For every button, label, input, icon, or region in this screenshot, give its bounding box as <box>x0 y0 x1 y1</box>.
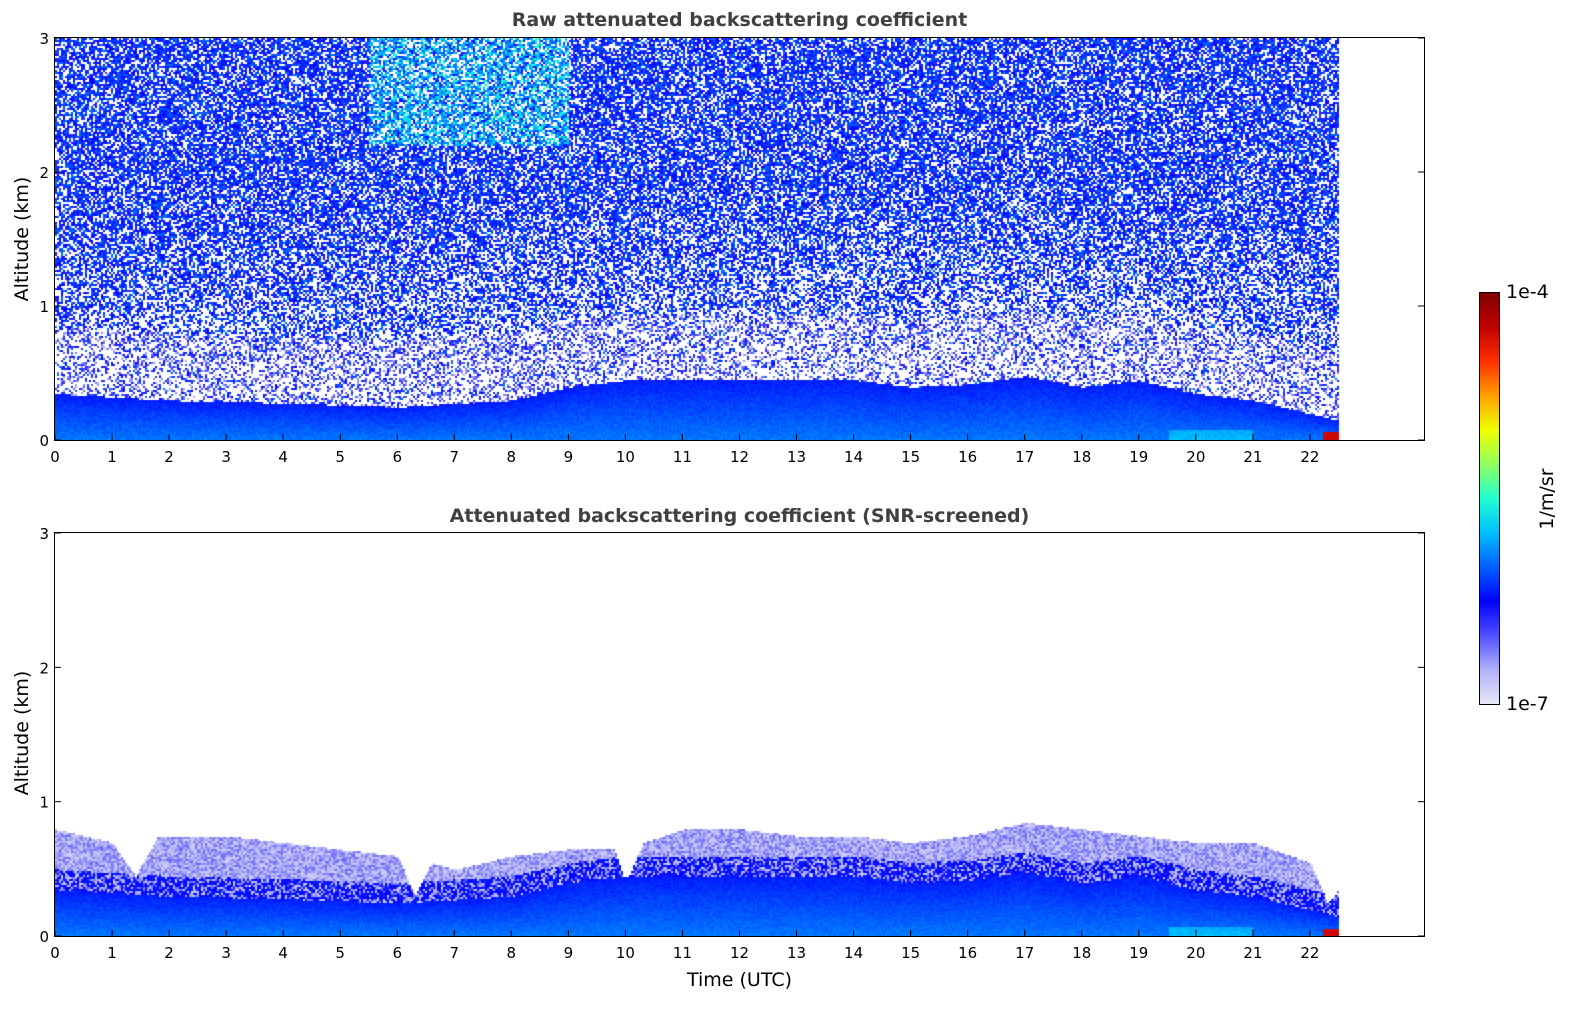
x-tick-label: 12 <box>730 448 749 466</box>
x-tick-label: 16 <box>958 944 977 962</box>
x-tick-label: 4 <box>278 944 288 962</box>
x-tick-label: 18 <box>1072 448 1091 466</box>
x-axis-label: Time (UTC) <box>686 969 793 991</box>
x-tick-label: 19 <box>1129 944 1148 962</box>
y-tick-label: 3 <box>39 30 49 48</box>
x-tick-label: 9 <box>564 944 574 962</box>
x-tick-label: 22 <box>1300 448 1319 466</box>
raw-backscatter-heatmap: 0 1 2 3 4 5 6 7 8 9 10 11 12 13 14 15 16 17 18 19 20 21 22 0 1 2 3 <box>39 30 1425 466</box>
x-tick-label: 11 <box>673 944 692 962</box>
bottom-y-axis-label: Altitude (km) <box>11 670 33 796</box>
x-tick-label: 21 <box>1243 944 1262 962</box>
x-tick-label: 8 <box>507 448 517 466</box>
x-tick-label: 3 <box>221 944 231 962</box>
x-tick-label: 12 <box>730 944 749 962</box>
x-tick-label: 20 <box>1186 448 1205 466</box>
top-y-axis-label: Altitude (km) <box>11 176 33 302</box>
bottom-panel-title: Attenuated backscattering coefficient (S… <box>449 505 1030 527</box>
x-tick-label: 7 <box>450 448 460 466</box>
x-tick-label: 0 <box>50 944 60 962</box>
x-tick-label: 19 <box>1129 448 1148 466</box>
x-tick-label: 17 <box>1015 944 1034 962</box>
top-panel-title: Raw attenuated backscattering coefficien… <box>511 9 968 31</box>
x-tick-label: 15 <box>901 448 920 466</box>
x-tick-label: 6 <box>392 944 402 962</box>
raw-heatmap-cells <box>55 38 1424 440</box>
y-tick-label: 2 <box>39 164 49 182</box>
x-tick-label: 5 <box>335 448 345 466</box>
y-tick-label: 0 <box>39 928 49 946</box>
x-tick-label: 2 <box>164 448 174 466</box>
x-tick-label: 17 <box>1015 448 1034 466</box>
screened-backscatter-heatmap: 0 1 2 3 4 5 6 7 8 9 10 11 12 13 14 15 16 17 18 19 20 21 22 0 1 2 3 <box>39 525 1425 962</box>
x-tick-label: 16 <box>958 448 977 466</box>
x-tick-label: 15 <box>901 944 920 962</box>
y-tick-label: 3 <box>39 525 49 543</box>
x-tick-label: 0 <box>50 448 60 466</box>
x-tick-label: 1 <box>107 448 117 466</box>
x-tick-label: 14 <box>844 944 863 962</box>
x-tick-label: 8 <box>507 944 517 962</box>
x-tick-label: 22 <box>1300 944 1319 962</box>
x-tick-label: 10 <box>616 448 635 466</box>
x-tick-label: 7 <box>450 944 460 962</box>
y-tick-label: 1 <box>39 794 49 812</box>
x-tick-label: 14 <box>844 448 863 466</box>
x-tick-label: 10 <box>616 944 635 962</box>
x-tick-label: 20 <box>1186 944 1205 962</box>
x-tick-label: 1 <box>107 944 117 962</box>
x-tick-label: 11 <box>673 448 692 466</box>
x-tick-label: 9 <box>564 448 574 466</box>
y-tick-label: 2 <box>39 659 49 677</box>
x-tick-label: 4 <box>278 448 288 466</box>
x-tick-label: 18 <box>1072 944 1091 962</box>
colorbar <box>1479 292 1500 705</box>
y-tick-label: 0 <box>39 432 49 450</box>
x-tick-label: 13 <box>787 448 806 466</box>
x-tick-label: 13 <box>787 944 806 962</box>
screened-heatmap-cells <box>55 533 1424 936</box>
colorbar-unit-label: 1/m/sr <box>1536 468 1558 530</box>
x-tick-label: 5 <box>335 944 345 962</box>
x-tick-label: 3 <box>221 448 231 466</box>
colorbar-min-label: 1e-7 <box>1506 693 1549 715</box>
x-tick-label: 2 <box>164 944 174 962</box>
y-tick-label: 1 <box>39 298 49 316</box>
x-tick-label: 6 <box>392 448 402 466</box>
colorbar-max-label: 1e-4 <box>1506 281 1549 303</box>
x-tick-label: 21 <box>1243 448 1262 466</box>
